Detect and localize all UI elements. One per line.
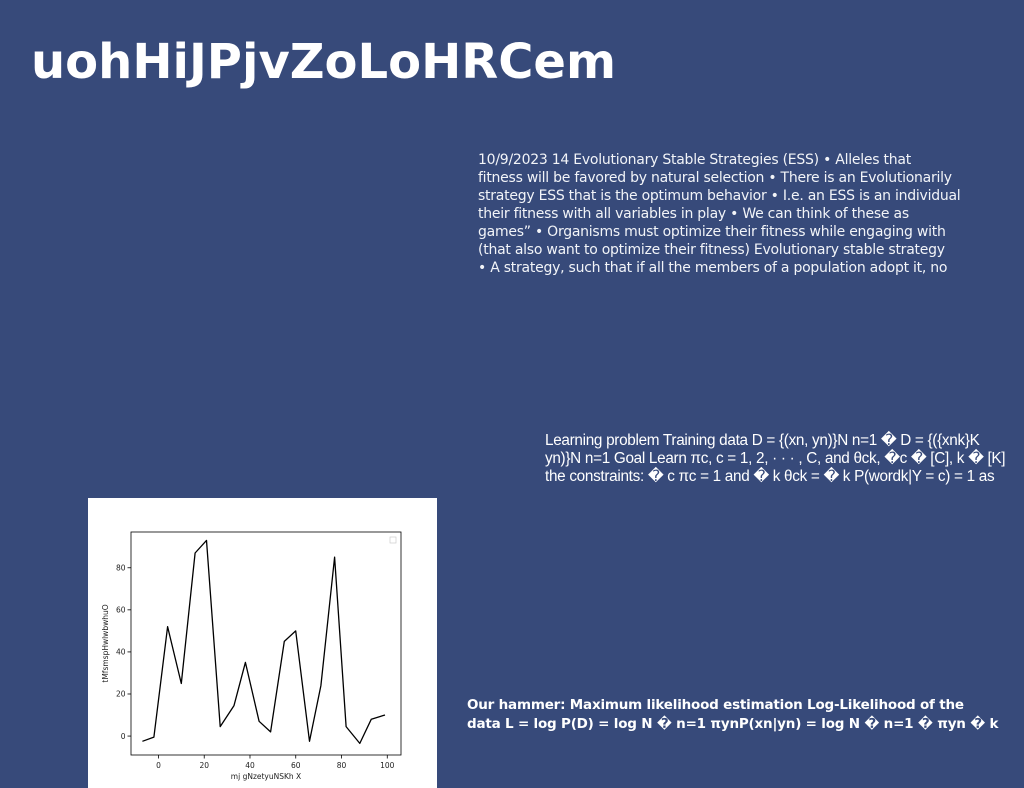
text-line: 10/9/2023 14 Evolutionary Stable Strateg… <box>478 152 911 168</box>
legend-box <box>389 536 397 544</box>
text-line: the constraints: � c πc = 1 and � k θck … <box>545 468 995 485</box>
text-line: strategy ESS that is the optimum behavio… <box>478 188 961 204</box>
text-line: fitness will be favored by natural selec… <box>478 170 952 186</box>
plot-frame <box>130 531 402 756</box>
text-line: (that also want to optimize their fitnes… <box>478 242 945 258</box>
text-line: Our hammer: Maximum likelihood estimatio… <box>467 697 964 713</box>
text-line: data L = log P(D) = log N � n=1 πynP(xn|… <box>467 716 999 732</box>
x-tick-label: 20 <box>199 761 209 770</box>
y-tick-label: 20 <box>116 690 126 699</box>
line-chart-panel: 0 20 40 60 80 100 0 20 40 60 80 mj gNzetyuNSKh X tMf… <box>88 498 437 788</box>
x-tick-label: 60 <box>291 761 301 770</box>
x-tick-label: 100 <box>380 761 395 770</box>
y-axis-label: tMfsmspHwlwbwhuO <box>101 604 110 682</box>
x-tick-label: 40 <box>245 761 255 770</box>
x-axis-label: mj gNzetyuNSKh X <box>231 772 301 781</box>
y-tick-label: 60 <box>116 606 126 615</box>
text-line: games” • Organisms must optimize their f… <box>478 224 946 240</box>
maximum-likelihood-text: Our hammer: Maximum likelihood estimatio… <box>467 696 999 734</box>
x-tick-label: 0 <box>156 761 161 770</box>
text-line: Learning problem Training data D = {(xn,… <box>545 432 980 449</box>
x-tick-label: 80 <box>337 761 347 770</box>
y-tick-label: 0 <box>121 732 126 741</box>
evolutionary-strategies-text: 10/9/2023 14 Evolutionary Stable Strateg… <box>478 151 961 277</box>
y-tick-label: 40 <box>116 648 126 657</box>
line-chart: 0 20 40 60 80 100 0 20 40 60 80 mj gNzetyuNSKh X tMf… <box>101 531 402 781</box>
learning-problem-text: Learning problem Training data D = {(xn,… <box>545 432 1006 486</box>
y-tick-label: 80 <box>116 563 126 572</box>
text-line: • A strategy, such that if all the membe… <box>478 260 948 276</box>
series-line <box>142 539 386 745</box>
text-line: their fitness with all variables in play… <box>478 206 909 222</box>
page-title: uohHiJPjvZoLoHRCem <box>31 34 616 90</box>
text-line: yn)}N n=1 Goal Learn πc, c = 1, 2, · · ·… <box>545 450 1006 467</box>
